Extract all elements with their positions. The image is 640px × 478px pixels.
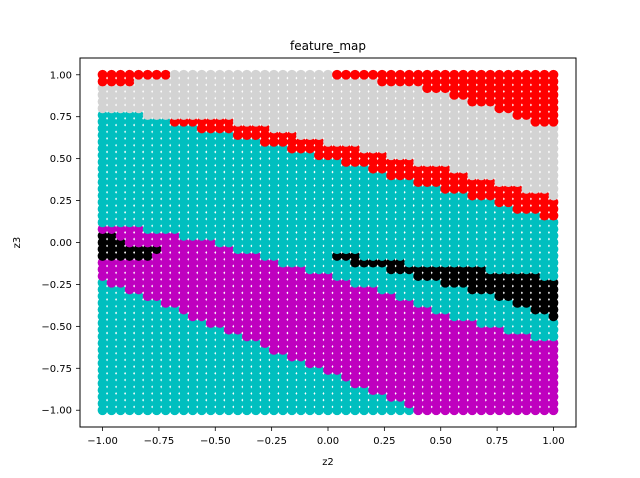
scatter-point (125, 70, 135, 80)
scatter-point (531, 70, 541, 80)
scatter-point (458, 70, 468, 80)
y-tick-label: −1.00 (41, 406, 72, 417)
scatter-point (549, 70, 559, 80)
scatter-point (287, 70, 297, 80)
scatter-point (395, 70, 405, 80)
scatter-point (332, 70, 342, 80)
scatter-point (512, 70, 522, 80)
scatter-point (341, 70, 351, 80)
x-tick-label: 1.00 (542, 436, 564, 447)
scatter-point (350, 70, 360, 80)
scatter-point (206, 70, 216, 80)
scatter-point (494, 70, 504, 80)
x-tick-label: 0.25 (373, 436, 395, 447)
y-tick-label: 0.75 (50, 112, 72, 123)
scatter-point (440, 70, 450, 80)
y-axis-label: z3 (12, 237, 23, 249)
scatter-point (98, 70, 108, 80)
scatter-point (522, 70, 532, 80)
y-tick-label: 0.00 (50, 238, 72, 249)
scatter-point (107, 70, 117, 80)
y-tick-label: 0.25 (50, 196, 72, 207)
scatter-point (233, 70, 243, 80)
scatter-point (476, 70, 486, 80)
scatter-point (269, 70, 279, 80)
scatter-point (251, 70, 261, 80)
scatter-point (278, 70, 288, 80)
scatter-point (170, 70, 180, 80)
x-tick-label: −0.25 (256, 436, 287, 447)
scatter-point (143, 70, 153, 80)
scatter-point (323, 70, 333, 80)
scatter-point (215, 70, 225, 80)
y-tick-label: 1.00 (50, 70, 72, 81)
x-axis-label: z2 (322, 457, 334, 468)
scatter-point (152, 70, 162, 80)
scatter-point (161, 70, 171, 80)
y-tick-label: −0.50 (41, 322, 72, 333)
y-tick-label: −0.75 (41, 364, 72, 375)
scatter-point (503, 70, 513, 80)
scatter-point (449, 70, 459, 80)
scatter-point (359, 70, 369, 80)
x-tick-label: 0.50 (430, 436, 452, 447)
scatter-point (197, 70, 207, 80)
x-tick-label: −1.00 (87, 436, 118, 447)
scatter-point (116, 70, 126, 80)
scatter-point (368, 70, 378, 80)
scatter-point (386, 70, 396, 80)
scatter-point (314, 70, 324, 80)
y-tick-label: 0.50 (50, 154, 72, 165)
scatter-point (224, 70, 234, 80)
x-tick-label: 0.00 (317, 436, 339, 447)
scatter-point (404, 70, 414, 80)
scatter-point (305, 70, 315, 80)
scatter-point (422, 70, 432, 80)
scatter-point (485, 70, 495, 80)
y-tick-label: −0.25 (41, 280, 72, 291)
scatter-point (540, 70, 550, 80)
scatter-point (413, 70, 423, 80)
scatter-point (260, 70, 270, 80)
scatter-point (431, 70, 441, 80)
x-tick-label: 0.75 (486, 436, 508, 447)
chart-title: feature_map (290, 39, 366, 53)
scatter-point (179, 70, 189, 80)
scatter-point (134, 70, 144, 80)
scatter-point (242, 70, 252, 80)
scatter-point (467, 70, 477, 80)
scatter-point (377, 70, 387, 80)
scatter-point (188, 70, 198, 80)
scatter-point (296, 70, 306, 80)
x-tick-label: −0.50 (200, 436, 231, 447)
plot-area (98, 70, 559, 415)
x-tick-label: −0.75 (144, 436, 175, 447)
